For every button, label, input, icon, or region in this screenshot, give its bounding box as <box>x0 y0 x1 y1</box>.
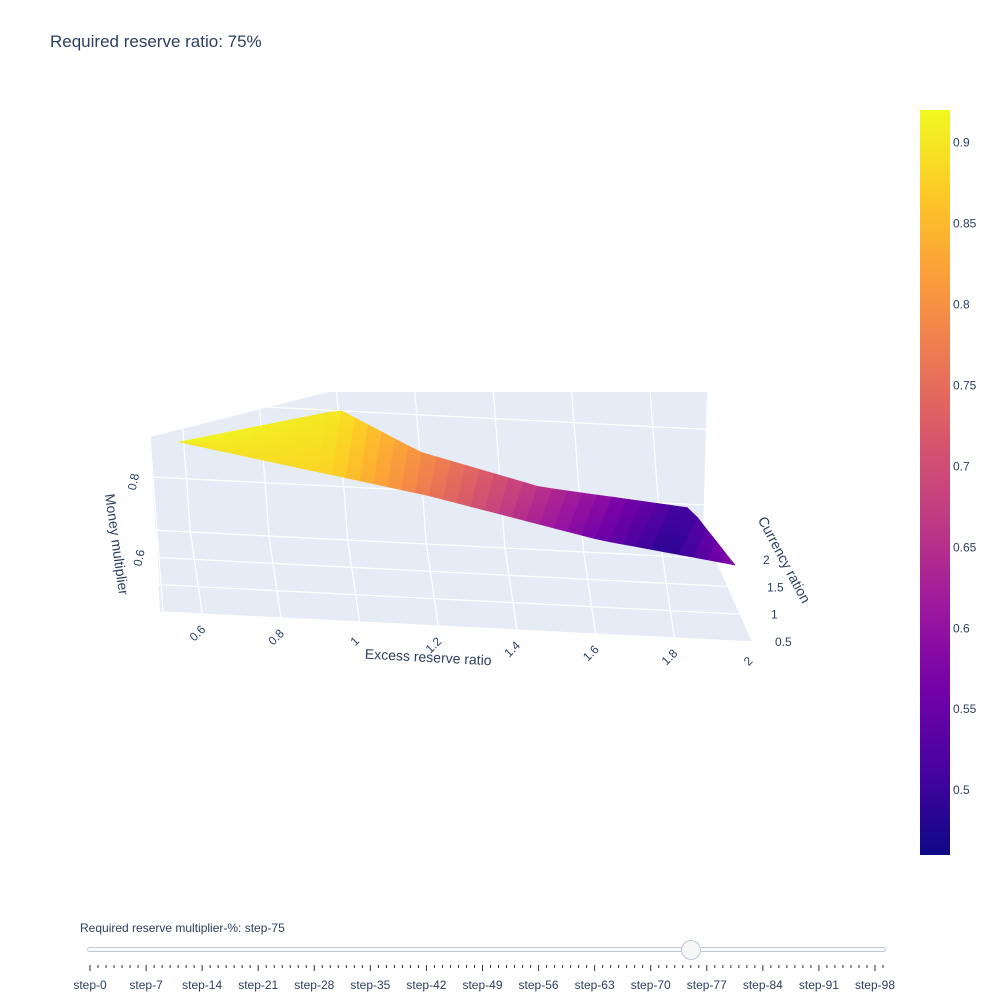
y-axis-ticks: 0.5 1 1.5 2 <box>763 553 792 649</box>
surface-patch <box>236 438 252 443</box>
slider-steps[interactable]: step-0 step-7 step-14 step-21 step-28 step-35… <box>0 960 1000 1000</box>
money-multiplier-surface <box>178 410 736 566</box>
x-tick-label: 2 <box>741 654 756 669</box>
slider-step-label: step-91 <box>799 978 839 992</box>
colorbar-tick-label: 0.55 <box>953 702 977 716</box>
y-grid-line <box>137 354 742 561</box>
z-axis-ticks: 0.6 0.8 <box>125 472 148 568</box>
surface-patch <box>294 431 311 438</box>
surface-patch <box>250 438 267 443</box>
y-tick-label: 2 <box>763 553 770 567</box>
slider-step-label: step-14 <box>182 978 222 992</box>
slider-step-label: step-35 <box>350 978 390 992</box>
slider-rail[interactable] <box>87 947 886 952</box>
colorbar-tick-label: 0.85 <box>953 216 977 230</box>
floor-plane <box>160 528 752 642</box>
surface-patch <box>307 435 324 443</box>
y-tick-label: 1 <box>771 608 778 622</box>
slider-label: Required reserve multiplier-%: step-75 <box>80 921 285 935</box>
surface-patch <box>324 423 341 431</box>
surface-patch <box>307 441 323 449</box>
y-grid-line <box>145 409 750 616</box>
z-axis-title: Money multiplier <box>102 493 132 596</box>
x-tick-label: 1.4 <box>501 638 523 660</box>
z-grid-line <box>140 400 732 483</box>
y-grid-line <box>141 382 746 588</box>
surface-patch <box>279 437 295 443</box>
slider-step-label: step-63 <box>575 978 615 992</box>
x-tick-label: 0.6 <box>187 622 209 644</box>
grid-lines <box>137 354 754 643</box>
colorbar-tick-label: 0.8 <box>953 297 970 311</box>
surface-patch <box>324 416 342 425</box>
x-axis-title: Excess reserve ratio <box>365 646 493 669</box>
colorbar <box>920 110 950 855</box>
colorbar-tick-label: 0.9 <box>953 135 970 149</box>
surface-patch <box>279 432 296 439</box>
slider-step-label: step-0 <box>73 978 107 992</box>
surface-patch <box>322 435 339 444</box>
y-tick-label: 1.5 <box>767 580 784 594</box>
slider-step-label: step-84 <box>743 978 783 992</box>
y-grid-line <box>149 436 754 643</box>
slider-step-label: step-21 <box>238 978 278 992</box>
surface-patch <box>323 429 340 437</box>
surface-patch <box>264 437 281 443</box>
slider-step-label: step-42 <box>406 978 446 992</box>
colorbar-tick-label: 0.6 <box>953 621 970 635</box>
colorbar-tick-label: 0.65 <box>953 540 977 554</box>
x-tick-label: 0.8 <box>265 626 287 648</box>
slider-handle[interactable] <box>681 940 701 960</box>
z-tick-label: 0.6 <box>131 548 148 568</box>
surface-patch <box>293 436 310 443</box>
x-tick-label: 1.6 <box>580 642 602 664</box>
slider-step-label: step-28 <box>294 978 334 992</box>
surface-patch <box>308 430 325 438</box>
slider-step-label: step-70 <box>631 978 671 992</box>
z-tick-label: 0.8 <box>125 472 142 492</box>
slider-step-label: step-7 <box>129 978 163 992</box>
x-tick-label: 1 <box>348 634 363 649</box>
colorbar-tick-label: 0.75 <box>953 378 977 392</box>
surface-patch <box>720 561 736 566</box>
slider-step-label: step-77 <box>687 978 727 992</box>
x-tick-label: 1.8 <box>659 646 681 668</box>
slider-step-label: step-56 <box>519 978 559 992</box>
y-tick-label: 0.5 <box>775 635 792 649</box>
slider-step-label: step-49 <box>462 978 502 992</box>
surface-patch <box>221 439 238 443</box>
chart-title: Required reserve ratio: 75% <box>50 32 262 51</box>
surface-patch <box>292 441 309 448</box>
colorbar-ticks: 0.5 0.55 0.6 0.65 0.7 0.75 0.8 0.85 0.9 <box>953 135 977 797</box>
colorbar-tick-label: 0.7 <box>953 459 970 473</box>
slider-step-label: step-98 <box>855 978 895 992</box>
colorbar-tick-label: 0.5 <box>953 783 970 797</box>
